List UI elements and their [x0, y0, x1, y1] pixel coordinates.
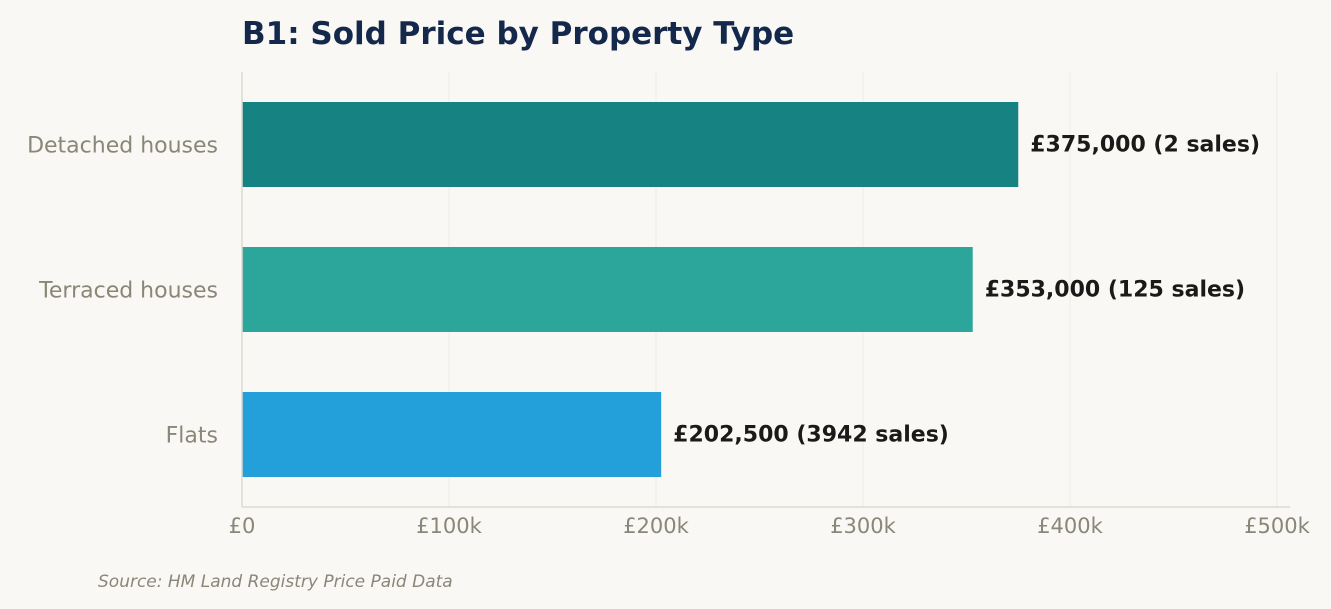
x-tick-label: £400k	[1037, 514, 1103, 538]
category-label: Terraced houses	[38, 279, 218, 304]
category-label: Flats	[166, 424, 218, 449]
value-label: £353,000 (125 sales)	[985, 278, 1245, 303]
chart-title: B1: Sold Price by Property Type	[242, 16, 794, 52]
x-tick-label: £100k	[416, 514, 482, 538]
x-tick-label: £300k	[830, 514, 896, 538]
bars	[242, 102, 1019, 477]
bar-terraced-houses	[242, 247, 973, 332]
source-note: Source: HM Land Registry Price Paid Data	[98, 572, 453, 592]
axes	[241, 72, 1290, 508]
x-tick-label: £200k	[623, 514, 689, 538]
value-label: £202,500 (3942 sales)	[673, 423, 949, 448]
x-tick-label: £500k	[1244, 514, 1310, 538]
bar-flats	[242, 392, 662, 477]
bar-detached-houses	[242, 102, 1019, 187]
x-tick-labels: £0 £100k £200k £300k £400k £500k	[229, 514, 1311, 538]
value-label: £375,000 (2 sales)	[1030, 133, 1260, 158]
category-labels: Detached houses Terraced houses Flats	[27, 134, 218, 449]
x-tick-label: £0	[229, 514, 256, 538]
value-labels: £375,000 (2 sales) £353,000 (125 sales) £2…	[673, 133, 1260, 448]
category-label: Detached houses	[27, 134, 218, 159]
